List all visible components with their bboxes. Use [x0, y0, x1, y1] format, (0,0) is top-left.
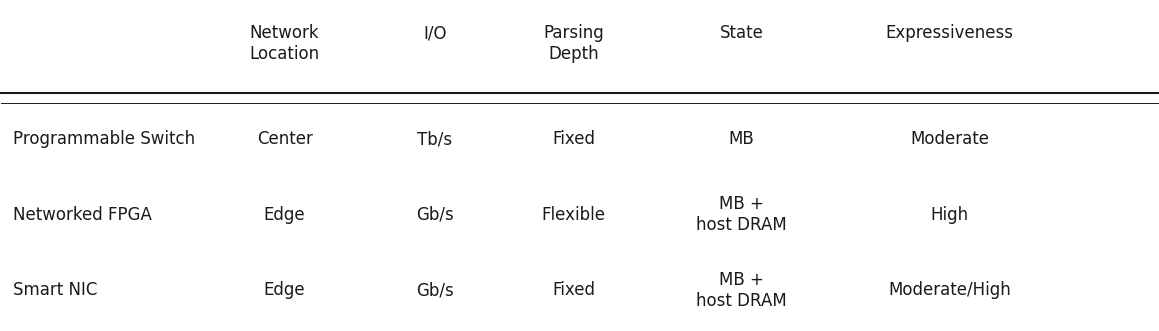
Text: Flexible: Flexible [541, 206, 606, 224]
Text: Tb/s: Tb/s [417, 130, 452, 148]
Text: High: High [931, 206, 969, 224]
Text: Gb/s: Gb/s [416, 206, 454, 224]
Text: Center: Center [257, 130, 313, 148]
Text: Moderate/High: Moderate/High [888, 281, 1011, 299]
Text: Gb/s: Gb/s [416, 281, 454, 299]
Text: State: State [720, 24, 764, 42]
Text: MB +
host DRAM: MB + host DRAM [697, 271, 787, 309]
Text: Networked FPGA: Networked FPGA [13, 206, 152, 224]
Text: I/O: I/O [423, 24, 446, 42]
Text: Parsing
Depth: Parsing Depth [544, 24, 604, 63]
Text: Edge: Edge [264, 206, 306, 224]
Text: Smart NIC: Smart NIC [13, 281, 97, 299]
Text: MB +
host DRAM: MB + host DRAM [697, 195, 787, 234]
Text: Edge: Edge [264, 281, 306, 299]
Text: Expressiveness: Expressiveness [885, 24, 1013, 42]
Text: Fixed: Fixed [552, 281, 596, 299]
Text: Moderate: Moderate [910, 130, 989, 148]
Text: Network
Location: Network Location [249, 24, 320, 63]
Text: Fixed: Fixed [552, 130, 596, 148]
Text: Programmable Switch: Programmable Switch [13, 130, 195, 148]
Text: MB: MB [729, 130, 755, 148]
